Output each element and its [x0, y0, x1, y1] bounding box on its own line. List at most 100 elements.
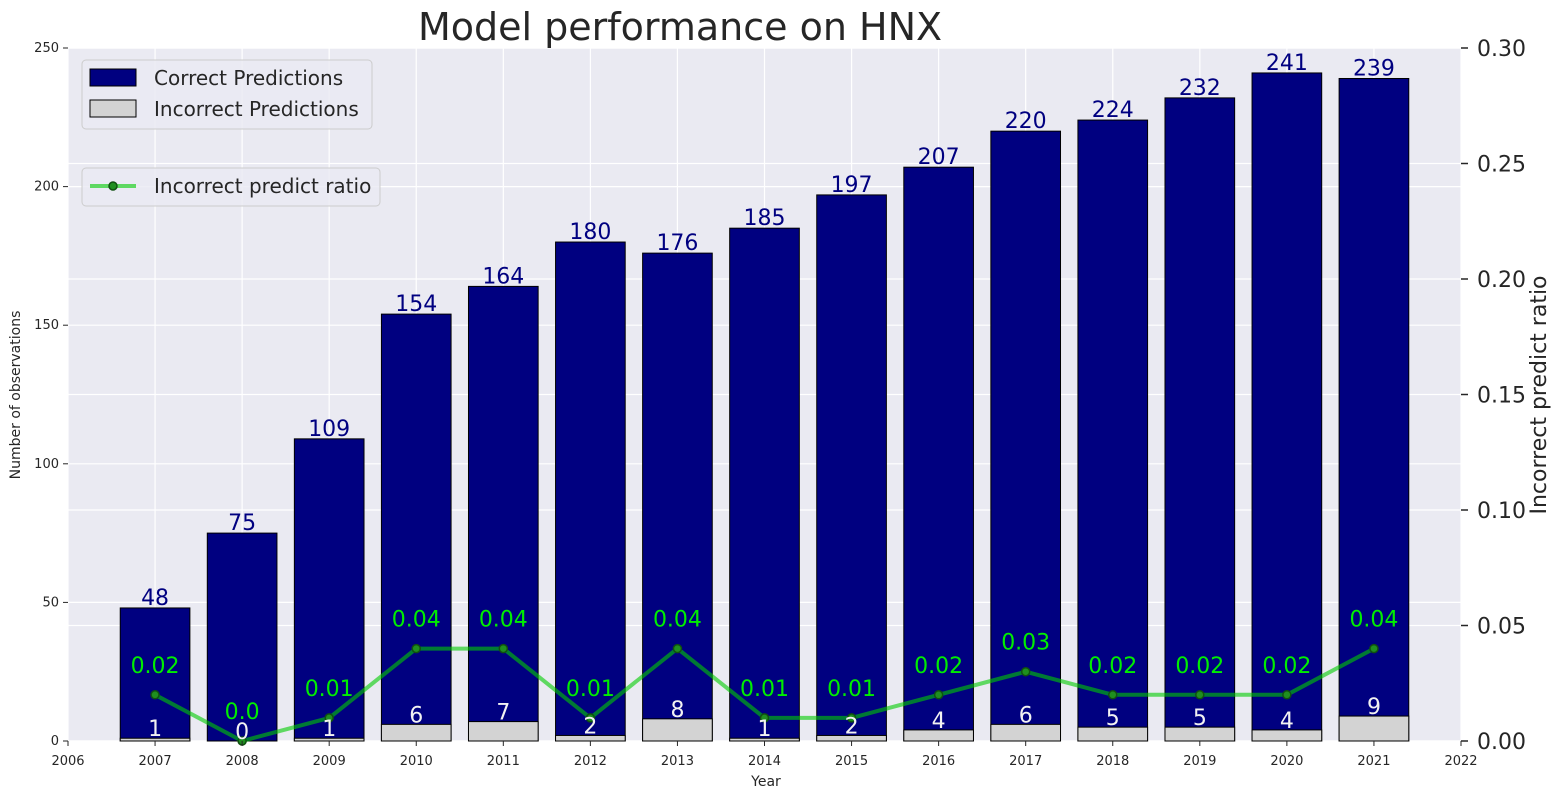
legend-swatch-correct — [89, 68, 137, 87]
ratio-line — [150, 643, 1379, 746]
label-incorrect: 4 — [932, 709, 946, 734]
y2-tick-label: 0.05 — [1477, 615, 1526, 640]
label-correct: 164 — [482, 264, 524, 289]
y-axis-label: Number of observations — [8, 311, 24, 480]
label-ratio: 0.01 — [740, 677, 789, 702]
ratio-point — [672, 643, 683, 654]
label-correct: 220 — [1005, 109, 1047, 134]
label-ratio: 0.04 — [392, 608, 441, 633]
y-tick-label: 250 — [34, 41, 59, 56]
bar-correct — [293, 438, 365, 742]
label-correct: 241 — [1266, 51, 1308, 76]
label-ratio: 0.01 — [305, 677, 354, 702]
legend-bars-frame — [81, 59, 373, 130]
legend-label-incorrect: Incorrect Predictions — [154, 97, 359, 121]
bar-correct — [1251, 72, 1323, 742]
y2-tick-label: 0.30 — [1477, 37, 1526, 62]
label-incorrect: 6 — [1019, 703, 1033, 728]
ratio-point — [585, 713, 596, 723]
legend-label-ratio: Incorrect predict ratio — [154, 174, 371, 198]
y2-tick-label: 0.00 — [1477, 730, 1526, 755]
y-tick-label: 0 — [51, 734, 59, 749]
label-incorrect: 1 — [758, 717, 772, 742]
y2-axis-label: Incorrect predict ratio — [1527, 275, 1552, 514]
label-ratio: 0.02 — [1262, 654, 1311, 679]
x-tick-label: 2021 — [1357, 754, 1390, 769]
legend-bars: Correct Predictions Incorrect Prediction… — [81, 59, 373, 130]
y2-tick-label: 0.20 — [1477, 268, 1526, 293]
label-ratio: 0.04 — [1349, 608, 1398, 633]
bar-correct — [206, 532, 278, 742]
legend-swatch-incorrect — [89, 99, 137, 118]
x-tick-label: 2010 — [400, 754, 433, 769]
bar-correct — [642, 252, 713, 742]
label-ratio: 0.02 — [914, 654, 963, 679]
x-tick-label: 2009 — [313, 754, 346, 769]
bar-correct — [1338, 77, 1410, 742]
bar-correct — [729, 227, 800, 742]
label-ratio: 0.02 — [1088, 654, 1137, 679]
ratio-point — [1020, 666, 1031, 677]
label-ratio: 0.04 — [653, 608, 702, 633]
ratio-point — [759, 713, 770, 723]
label-incorrect: 9 — [1367, 695, 1381, 720]
label-ratio: 0.03 — [1001, 631, 1050, 656]
bar-correct — [903, 166, 974, 742]
ratio-point — [324, 713, 334, 723]
x-tick-label: 2006 — [51, 754, 84, 769]
x-tick-label: 2018 — [1096, 754, 1129, 769]
y2-tick-label: 0.10 — [1477, 499, 1526, 524]
label-ratio: 0.02 — [131, 654, 180, 679]
x-tick-label: 2013 — [661, 754, 694, 769]
label-incorrect: 7 — [496, 701, 510, 726]
x-tick-label: 2015 — [835, 754, 868, 769]
bar-correct — [119, 607, 191, 742]
label-ratio: 0.01 — [566, 677, 615, 702]
label-incorrect: 4 — [1280, 709, 1294, 734]
label-correct: 75 — [228, 511, 256, 536]
ratio-point — [411, 643, 421, 654]
bar-correct — [555, 241, 626, 742]
ratio-point — [150, 690, 160, 700]
label-incorrect: 5 — [1193, 706, 1207, 731]
chart-title: Model performance on HNX — [418, 5, 942, 49]
bar-correct — [1077, 119, 1149, 742]
label-ratio: 0.0 — [225, 700, 260, 725]
y-tick-label: 50 — [42, 595, 59, 610]
bar-correct — [1164, 97, 1236, 742]
x-tick-label: 2020 — [1270, 754, 1303, 769]
label-incorrect: 2 — [583, 714, 597, 739]
ratio-point — [1282, 690, 1292, 700]
label-incorrect: 1 — [322, 717, 336, 742]
ratio-point — [1108, 690, 1118, 700]
label-incorrect: 2 — [845, 714, 859, 739]
ratio-point — [846, 713, 857, 723]
bars — [119, 72, 1410, 742]
y-tick-label: 150 — [34, 318, 59, 333]
data-labels: 4810.027500.010910.0115460.0416470.04180… — [131, 51, 1399, 745]
ratio-point — [1369, 643, 1379, 654]
legend-line-marker — [108, 181, 118, 191]
bar-correct — [380, 313, 452, 742]
x-tick-label: 2017 — [1009, 754, 1042, 769]
legend-label-correct: Correct Predictions — [154, 66, 343, 90]
ratio-point — [498, 643, 509, 654]
x-tick-label: 2011 — [487, 754, 520, 769]
axes: 2006 2007 2008 2009 2010 2011 2012 2013 2014 2015… — [34, 37, 1526, 769]
label-incorrect: 8 — [670, 698, 684, 723]
label-correct: 232 — [1179, 76, 1221, 101]
label-correct: 224 — [1092, 98, 1134, 123]
y2-tick-label: 0.15 — [1477, 384, 1526, 409]
label-incorrect: 5 — [1106, 706, 1120, 731]
ratio-point — [1195, 690, 1205, 700]
ratio-point — [933, 690, 944, 700]
x-tick-label: 2014 — [748, 754, 781, 769]
y2-tick-label: 0.25 — [1477, 153, 1526, 178]
x-tick-label: 2016 — [922, 754, 955, 769]
label-incorrect: 0 — [235, 720, 249, 745]
x-tick-label: 2012 — [574, 754, 607, 769]
legend-line-frame — [81, 167, 381, 207]
label-incorrect: 6 — [409, 703, 423, 728]
